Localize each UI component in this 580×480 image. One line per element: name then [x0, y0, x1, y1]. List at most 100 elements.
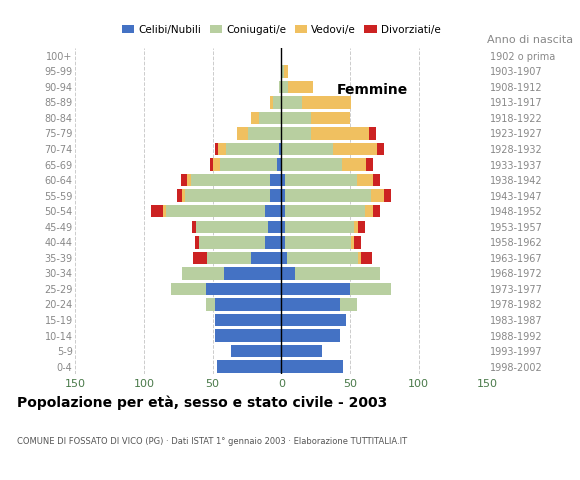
- Bar: [285, 236, 351, 249]
- Bar: [369, 127, 376, 140]
- Legend: Celibi/Nubili, Coniugati/e, Vedovi/e, Divorziati/e: Celibi/Nubili, Coniugati/e, Vedovi/e, Di…: [118, 21, 445, 39]
- Bar: [259, 112, 281, 124]
- Bar: [224, 267, 281, 279]
- Bar: [281, 190, 285, 202]
- Bar: [281, 329, 340, 342]
- Bar: [311, 112, 350, 124]
- Bar: [350, 283, 391, 295]
- Bar: [163, 205, 166, 217]
- Bar: [251, 112, 259, 124]
- Bar: [265, 236, 281, 249]
- Bar: [195, 236, 199, 249]
- Bar: [358, 252, 361, 264]
- Bar: [365, 205, 374, 217]
- Text: Anno di nascita: Anno di nascita: [487, 35, 573, 45]
- Bar: [281, 360, 343, 373]
- Bar: [151, 205, 163, 217]
- Bar: [213, 158, 219, 171]
- Bar: [285, 174, 357, 186]
- Bar: [206, 283, 281, 295]
- Bar: [172, 283, 206, 295]
- Bar: [281, 283, 350, 295]
- Bar: [183, 190, 185, 202]
- Bar: [281, 345, 322, 357]
- Bar: [358, 220, 365, 233]
- Bar: [302, 96, 351, 108]
- Bar: [357, 174, 374, 186]
- Bar: [374, 205, 380, 217]
- Bar: [270, 96, 273, 108]
- Bar: [378, 143, 384, 155]
- Bar: [267, 220, 281, 233]
- Bar: [217, 360, 281, 373]
- Bar: [251, 252, 281, 264]
- Bar: [199, 236, 265, 249]
- Bar: [285, 205, 365, 217]
- Bar: [281, 65, 284, 78]
- Bar: [194, 252, 207, 264]
- Bar: [278, 81, 281, 93]
- Bar: [342, 158, 367, 171]
- Bar: [237, 127, 248, 140]
- Bar: [230, 345, 281, 357]
- Bar: [215, 314, 281, 326]
- Bar: [284, 65, 288, 78]
- Bar: [215, 143, 218, 155]
- Bar: [270, 190, 281, 202]
- Bar: [281, 96, 302, 108]
- Bar: [248, 127, 281, 140]
- Bar: [281, 205, 285, 217]
- Bar: [210, 158, 213, 171]
- Bar: [351, 236, 354, 249]
- Bar: [281, 143, 334, 155]
- Bar: [185, 190, 270, 202]
- Bar: [371, 190, 384, 202]
- Bar: [226, 143, 278, 155]
- Bar: [354, 220, 358, 233]
- Text: Femmine: Femmine: [336, 84, 408, 97]
- Bar: [374, 174, 380, 186]
- Bar: [219, 158, 277, 171]
- Bar: [285, 190, 371, 202]
- Bar: [196, 220, 267, 233]
- Bar: [215, 329, 281, 342]
- Bar: [191, 174, 270, 186]
- Bar: [166, 205, 265, 217]
- Bar: [287, 252, 358, 264]
- Bar: [181, 174, 187, 186]
- Bar: [265, 205, 281, 217]
- Bar: [285, 220, 354, 233]
- Text: Popolazione per età, sesso e stato civile - 2003: Popolazione per età, sesso e stato civil…: [17, 396, 387, 410]
- Bar: [281, 81, 288, 93]
- Bar: [207, 252, 251, 264]
- Bar: [361, 252, 372, 264]
- Bar: [206, 298, 215, 311]
- Bar: [367, 158, 374, 171]
- Bar: [281, 174, 285, 186]
- Bar: [340, 298, 357, 311]
- Bar: [281, 158, 342, 171]
- Bar: [187, 174, 191, 186]
- Bar: [278, 143, 281, 155]
- Bar: [218, 143, 226, 155]
- Bar: [295, 267, 380, 279]
- Bar: [273, 96, 281, 108]
- Bar: [281, 112, 311, 124]
- Text: COMUNE DI FOSSATO DI VICO (PG) · Dati ISTAT 1° gennaio 2003 · Elaborazione TUTTI: COMUNE DI FOSSATO DI VICO (PG) · Dati IS…: [17, 437, 408, 446]
- Bar: [281, 298, 340, 311]
- Bar: [270, 174, 281, 186]
- Bar: [281, 267, 295, 279]
- Bar: [183, 267, 224, 279]
- Bar: [281, 314, 346, 326]
- Bar: [288, 81, 313, 93]
- Bar: [277, 158, 281, 171]
- Bar: [354, 236, 361, 249]
- Bar: [311, 127, 369, 140]
- Bar: [334, 143, 378, 155]
- Bar: [281, 252, 287, 264]
- Bar: [281, 127, 311, 140]
- Bar: [177, 190, 183, 202]
- Bar: [215, 298, 281, 311]
- Bar: [192, 220, 196, 233]
- Bar: [281, 236, 285, 249]
